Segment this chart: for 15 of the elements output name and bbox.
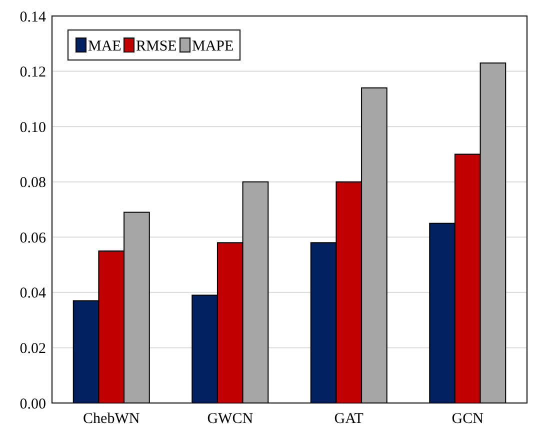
y-tick-label: 0.14 <box>20 9 46 26</box>
legend-label: MAE <box>88 38 122 54</box>
y-tick-label: 0.00 <box>20 396 46 412</box>
y-tick-label: 0.04 <box>20 286 46 302</box>
x-tick-label: GWCN <box>207 411 254 427</box>
legend-label: MAPE <box>192 38 234 54</box>
x-tick-label: GAT <box>334 411 364 427</box>
x-tick-label: ChebWN <box>83 411 140 427</box>
x-tick-label: GCN <box>452 411 484 427</box>
y-tick-label: 0.06 <box>20 230 46 246</box>
y-tick-label: 0.08 <box>20 175 46 192</box>
legend-label: RMSE <box>136 38 177 54</box>
y-tick-label: 0.02 <box>20 340 46 357</box>
y-tick-label: 0.12 <box>20 64 46 81</box>
y-tick-label: 0.10 <box>20 120 46 136</box>
